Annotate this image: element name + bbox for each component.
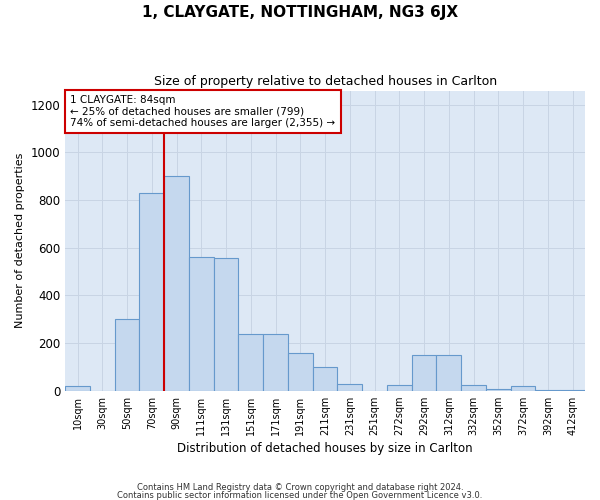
X-axis label: Distribution of detached houses by size in Carlton: Distribution of detached houses by size … bbox=[177, 442, 473, 455]
Bar bbox=[164, 176, 189, 390]
Title: Size of property relative to detached houses in Carlton: Size of property relative to detached ho… bbox=[154, 75, 497, 88]
Bar bbox=[263, 334, 288, 390]
Bar bbox=[486, 389, 511, 390]
Bar bbox=[511, 386, 535, 390]
Bar bbox=[436, 355, 461, 390]
Bar bbox=[337, 384, 362, 390]
Text: Contains HM Land Registry data © Crown copyright and database right 2024.: Contains HM Land Registry data © Crown c… bbox=[137, 484, 463, 492]
Bar bbox=[189, 258, 214, 390]
Bar bbox=[115, 319, 139, 390]
Bar bbox=[313, 367, 337, 390]
Bar bbox=[139, 193, 164, 390]
Bar bbox=[461, 384, 486, 390]
Y-axis label: Number of detached properties: Number of detached properties bbox=[15, 153, 25, 328]
Bar bbox=[65, 386, 90, 390]
Bar bbox=[288, 352, 313, 391]
Bar bbox=[387, 384, 412, 390]
Bar bbox=[412, 355, 436, 390]
Bar bbox=[238, 334, 263, 390]
Bar bbox=[214, 258, 238, 390]
Text: 1, CLAYGATE, NOTTINGHAM, NG3 6JX: 1, CLAYGATE, NOTTINGHAM, NG3 6JX bbox=[142, 5, 458, 20]
Text: Contains public sector information licensed under the Open Government Licence v3: Contains public sector information licen… bbox=[118, 490, 482, 500]
Text: 1 CLAYGATE: 84sqm
← 25% of detached houses are smaller (799)
74% of semi-detache: 1 CLAYGATE: 84sqm ← 25% of detached hous… bbox=[70, 95, 335, 128]
